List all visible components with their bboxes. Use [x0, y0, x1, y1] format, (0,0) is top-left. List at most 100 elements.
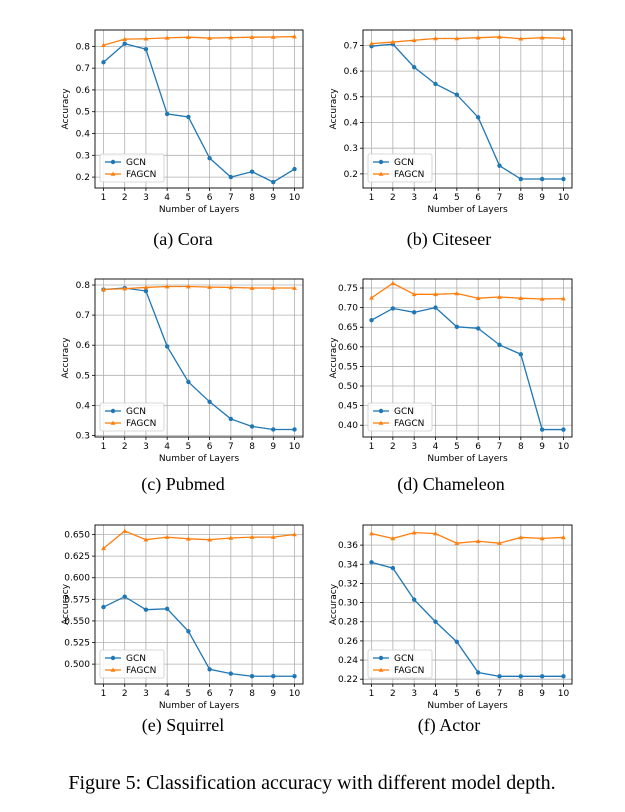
data-point-fagcn: [207, 284, 213, 289]
data-point-gcn: [164, 344, 170, 349]
legend: GCN FAGCN: [367, 153, 433, 183]
y-tick-label: 0.6: [76, 341, 91, 351]
y-tick-label: 0.65: [338, 323, 358, 333]
data-point-fagcn: [369, 295, 374, 300]
subfigure-caption: (f) Actor: [418, 715, 480, 736]
data-point-fagcn: [539, 536, 545, 541]
legend-box: [99, 402, 165, 432]
data-point-fagcn: [475, 35, 481, 40]
data-point-gcn: [475, 115, 481, 120]
legend-label-gcn: GCN: [394, 407, 414, 417]
x-tick-label: 6: [475, 689, 481, 699]
axes-frame: [94, 278, 304, 438]
data-point-gcn: [164, 111, 170, 117]
x-axis-label: Number of Layers: [159, 454, 240, 464]
data-point-gcn: [122, 594, 127, 599]
data-point-fagcn: [433, 531, 438, 536]
data-point-gcn: [454, 639, 460, 645]
data-point-fagcn: [475, 538, 481, 544]
y-tick-label: 0.28: [338, 618, 358, 628]
x-tick-label: 5: [186, 689, 192, 699]
legend-label-fagcn: FAGCN: [126, 419, 156, 429]
data-point-gcn: [518, 674, 524, 679]
x-tick-label: 3: [411, 442, 417, 452]
data-point-gcn: [518, 176, 524, 182]
x-tick-label: 2: [122, 193, 128, 203]
axes-frame: [362, 278, 573, 438]
data-point-gcn: [143, 46, 149, 52]
data-point-gcn: [561, 427, 566, 432]
x-tick-label: 5: [454, 689, 460, 699]
x-tick-label: 9: [539, 193, 545, 203]
x-tick-label: 7: [228, 193, 234, 203]
y-tick-label: 0.75: [338, 284, 358, 294]
data-point-gcn: [228, 671, 234, 676]
legend-marker-gcn: [378, 159, 384, 165]
data-point-fagcn: [497, 540, 502, 545]
data-point-gcn: [390, 306, 396, 311]
y-tick-label: 0.8: [76, 42, 91, 52]
x-tick-label: 4: [433, 193, 439, 203]
y-tick-label: 0.55: [338, 362, 358, 372]
x-tick-label: 6: [475, 442, 481, 452]
y-tick-label: 0.4: [76, 130, 91, 140]
data-point-gcn: [454, 92, 460, 97]
series-line-fagcn: [103, 530, 295, 549]
series-fagcn: [369, 530, 566, 545]
x-tick-label: 6: [207, 689, 213, 699]
data-point-fagcn: [454, 540, 460, 545]
x-axis-label: Number of Layers: [427, 454, 508, 464]
y-tick-label: 0.7: [76, 311, 90, 321]
data-point-fagcn: [433, 291, 438, 297]
data-point-gcn: [228, 174, 234, 180]
y-axis-label: Accuracy: [61, 337, 71, 379]
chart-5: 1 2 3 4 5 6 7 8 9 10 0.500 0.525 0.550 0.575 0.600 0.62…: [61, 524, 304, 736]
legend-marker-fagcn: [110, 171, 116, 176]
x-tick-label: 1: [101, 442, 107, 452]
y-tick-label: 0.575: [64, 595, 90, 605]
x-tick-label: 6: [207, 442, 213, 452]
data-point-fagcn: [207, 537, 213, 542]
data-point-fagcn: [185, 34, 191, 39]
x-tick-label: 6: [207, 193, 213, 203]
data-point-fagcn: [122, 36, 128, 41]
data-point-gcn: [454, 324, 460, 330]
data-point-fagcn: [122, 528, 128, 533]
y-tick-label: 0.70: [338, 304, 358, 314]
y-tick-label: 0.5: [344, 93, 358, 103]
subfigure-caption: (b) Citeseer: [407, 229, 491, 250]
legend-marker-gcn: [378, 408, 384, 414]
x-tick-label: 4: [164, 689, 170, 699]
legend-marker-fagcn: [378, 420, 384, 425]
data-point-fagcn: [411, 291, 417, 297]
data-point-gcn: [249, 674, 255, 679]
y-tick-label: 0.5: [76, 108, 90, 118]
y-tick-label: 0.500: [64, 660, 90, 670]
figure-caption: Figure 5: Classification accuracy with d…: [68, 772, 555, 794]
series-gcn: [369, 560, 566, 679]
grid: [363, 30, 572, 188]
chart-1: 1 2 3 4 5 6 7 8 9 10 0.2 0.3 0.4 0.5 0.6 0.7 0.8 Number o…: [61, 29, 304, 250]
data-point-fagcn: [270, 534, 276, 539]
y-axis-label: Accuracy: [329, 583, 339, 625]
data-point-gcn: [271, 179, 276, 185]
y-tick-label: 0.3: [76, 431, 90, 441]
x-tick-label: 9: [539, 442, 545, 452]
series-fagcn: [101, 284, 297, 292]
data-point-gcn: [539, 674, 545, 679]
legend-label-fagcn: FAGCN: [394, 419, 424, 429]
legend-label-gcn: GCN: [394, 158, 414, 168]
data-point-fagcn: [411, 37, 417, 43]
x-tick-label: 4: [164, 442, 170, 452]
series-gcn: [369, 41, 566, 182]
data-point-fagcn: [270, 285, 276, 290]
legend-box: [99, 153, 165, 183]
axes-frame: [362, 524, 573, 685]
data-point-gcn: [475, 326, 481, 331]
data-point-fagcn: [185, 536, 191, 541]
series-line-gcn: [103, 595, 295, 677]
y-tick-label: 0.625: [64, 552, 90, 562]
y-tick-label: 0.36: [338, 541, 358, 551]
data-point-fagcn: [475, 295, 481, 301]
legend-marker-gcn: [110, 655, 116, 661]
